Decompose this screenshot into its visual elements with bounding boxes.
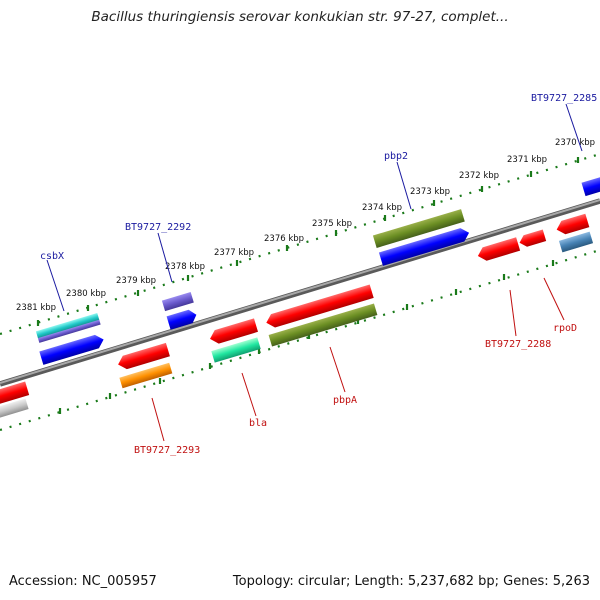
forward-gene-labels: csbX BT9727_2292 pbp2 BT9727_2285 xyxy=(40,93,597,262)
gene-label[interactable]: bla xyxy=(249,418,267,429)
gene-steel[interactable] xyxy=(558,231,594,253)
gene-bla[interactable] xyxy=(211,337,261,363)
tick-label: 2370 kbp xyxy=(555,138,595,148)
gene-blue-2[interactable] xyxy=(166,308,199,330)
gene-bt9727-2292[interactable] xyxy=(161,291,194,312)
gene-csbx[interactable] xyxy=(35,313,101,343)
gene-label[interactable]: BT9727_2293 xyxy=(134,445,200,456)
gene-grey-edge[interactable] xyxy=(0,398,29,421)
map-title: Bacillus thuringiensis serovar konkukian… xyxy=(91,9,509,25)
gene-bt9727-2285[interactable] xyxy=(581,175,600,197)
gene-label[interactable]: BT9727_2285 xyxy=(531,93,597,104)
gene-label[interactable]: pbp2 xyxy=(384,151,408,162)
tick-label: 2377 kbp xyxy=(214,248,254,258)
gene-red-2293[interactable] xyxy=(116,342,170,371)
gene-label[interactable]: pbpA xyxy=(333,395,357,406)
tick-label: 2371 kbp xyxy=(507,155,547,165)
kbp-labels: 2381 kbp 2380 kbp 2379 kbp 2378 kbp 2377… xyxy=(16,138,595,313)
genome-backbone xyxy=(0,198,600,387)
gene-bt9727-2288[interactable] xyxy=(476,237,521,262)
gene-label[interactable]: BT9727_2292 xyxy=(125,222,191,233)
lower-ruler-major-ticks xyxy=(58,260,555,414)
forward-leaders xyxy=(46,103,583,312)
gene-pbp2[interactable] xyxy=(372,209,465,248)
tick-label: 2376 kbp xyxy=(264,234,304,244)
reverse-genes xyxy=(0,213,594,421)
gene-label[interactable]: csbX xyxy=(40,251,64,262)
gene-red-edge[interactable] xyxy=(0,381,30,407)
gene-label[interactable]: rpoD xyxy=(553,323,577,334)
reverse-gene-labels: BT9727_2293 bla pbpA BT9727_2288 rpoD xyxy=(134,323,577,456)
forward-genes xyxy=(35,175,600,365)
tick-label: 2373 kbp xyxy=(410,187,450,197)
gene-bt9727-2293[interactable] xyxy=(119,362,173,389)
tick-label: 2372 kbp xyxy=(459,171,499,181)
tick-label: 2378 kbp xyxy=(165,262,205,272)
gene-blue-3[interactable] xyxy=(378,226,471,266)
tick-label: 2375 kbp xyxy=(312,219,352,229)
tick-label: 2374 kbp xyxy=(362,203,402,213)
tick-label: 2380 kbp xyxy=(66,289,106,299)
tick-label: 2381 kbp xyxy=(16,303,56,313)
upper-ruler-major-ticks xyxy=(36,157,580,326)
gene-blue-1[interactable] xyxy=(39,333,105,365)
gene-red-long[interactable] xyxy=(264,284,374,329)
tick-label: 2379 kbp xyxy=(116,276,156,286)
genome-summary-text: Topology: circular; Length: 5,237,682 bp… xyxy=(232,574,590,589)
gene-label[interactable]: BT9727_2288 xyxy=(485,339,551,350)
reverse-leaders xyxy=(151,277,565,442)
gene-red-small[interactable] xyxy=(518,229,547,249)
accession-text: Accession: NC_005957 xyxy=(9,574,157,589)
gene-rpod[interactable] xyxy=(555,213,590,237)
gene-red-bla[interactable] xyxy=(208,318,258,345)
gene-pbpa[interactable] xyxy=(268,303,378,347)
